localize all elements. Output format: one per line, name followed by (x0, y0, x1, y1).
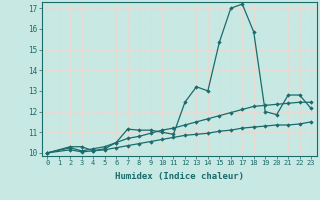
X-axis label: Humidex (Indice chaleur): Humidex (Indice chaleur) (115, 172, 244, 181)
